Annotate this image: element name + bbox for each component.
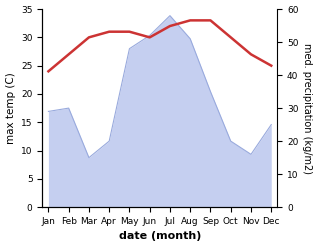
Y-axis label: med. precipitation (kg/m2): med. precipitation (kg/m2): [302, 43, 313, 174]
Y-axis label: max temp (C): max temp (C): [5, 72, 16, 144]
X-axis label: date (month): date (month): [119, 231, 201, 242]
